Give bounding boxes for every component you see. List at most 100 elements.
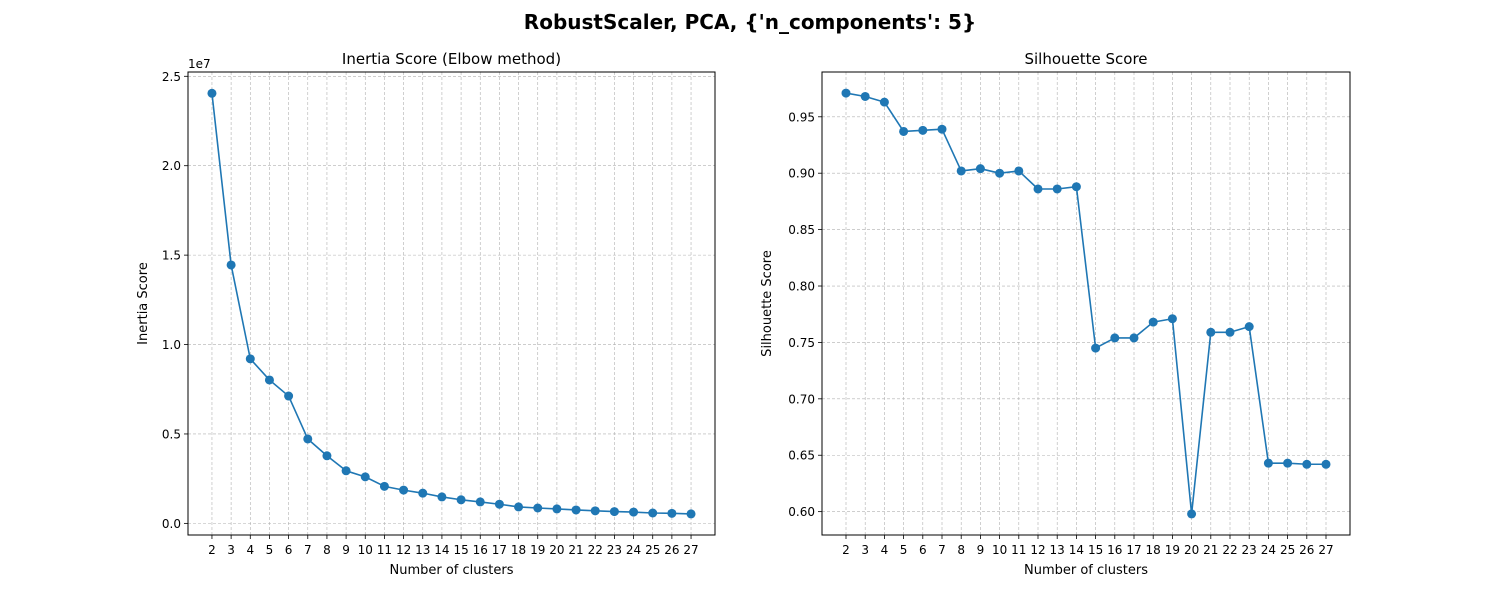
inertia-data-point <box>284 391 294 401</box>
silhouette-x-tick-label: 16 <box>1107 543 1122 557</box>
inertia-data-point <box>456 495 466 505</box>
inertia-data-point <box>475 497 485 507</box>
silhouette-x-tick-label: 8 <box>957 543 965 557</box>
inertia-x-tick-label: 25 <box>645 543 660 557</box>
inertia-y-tick-label: 2.5 <box>162 70 181 84</box>
silhouette-x-tick-label: 4 <box>881 543 889 557</box>
inertia-data-point <box>533 503 543 513</box>
silhouette-x-tick-label: 12 <box>1030 543 1045 557</box>
silhouette-x-tick-label: 11 <box>1011 543 1026 557</box>
inertia-data-point <box>648 508 658 518</box>
silhouette-data-point <box>1014 166 1024 176</box>
inertia-y-tick-label: 1.0 <box>162 338 181 352</box>
inertia-data-point <box>245 354 255 364</box>
silhouette-data-point <box>975 164 985 174</box>
figure-suptitle: RobustScaler, PCA, {'n_components': 5} <box>523 10 977 34</box>
inertia-x-tick-label: 8 <box>323 543 331 557</box>
inertia-data-point <box>590 506 600 516</box>
inertia-data-point <box>629 507 639 517</box>
inertia-data-point <box>686 509 696 519</box>
inertia-x-tick-label: 3 <box>227 543 235 557</box>
inertia-data-point <box>494 499 504 509</box>
silhouette-x-axis-label: Number of clusters <box>1024 563 1148 578</box>
silhouette-data-point <box>899 126 909 136</box>
inertia-y-tick-label: 0.0 <box>162 517 181 531</box>
silhouette-data-point <box>1091 343 1101 353</box>
inertia-x-tick-label: 13 <box>415 543 430 557</box>
silhouette-x-tick-label: 27 <box>1318 543 1333 557</box>
inertia-data-point <box>379 481 389 491</box>
silhouette-data-point <box>1321 459 1331 469</box>
silhouette-x-tick-label: 22 <box>1222 543 1237 557</box>
silhouette-data-point <box>1283 458 1293 468</box>
inertia-x-tick-label: 20 <box>549 543 564 557</box>
silhouette-x-tick-label: 9 <box>977 543 985 557</box>
silhouette-data-point <box>1263 458 1273 468</box>
inertia-x-tick-label: 15 <box>453 543 468 557</box>
inertia-x-tick-label: 23 <box>607 543 622 557</box>
silhouette-x-tick-label: 19 <box>1165 543 1180 557</box>
silhouette-data-point <box>879 97 889 107</box>
inertia-x-tick-label: 2 <box>208 543 216 557</box>
silhouette-x-tick-label: 26 <box>1299 543 1314 557</box>
inertia-data-point <box>264 375 274 385</box>
inertia-x-tick-label: 24 <box>626 543 641 557</box>
silhouette-y-tick-label: 0.85 <box>788 223 815 237</box>
inertia-x-tick-label: 9 <box>342 543 350 557</box>
silhouette-data-point <box>1302 459 1312 469</box>
inertia-x-tick-label: 18 <box>511 543 526 557</box>
silhouette-series-line <box>845 92 1326 515</box>
silhouette-data-point <box>1206 327 1216 337</box>
inertia-offset-text: 1e7 <box>188 57 211 71</box>
inertia-x-tick-label: 12 <box>396 543 411 557</box>
silhouette-y-tick-label: 0.90 <box>788 167 815 181</box>
inertia-x-tick-label: 11 <box>377 543 392 557</box>
inertia-data-point <box>418 488 428 498</box>
silhouette-x-tick-label: 17 <box>1126 543 1141 557</box>
inertia-y-axis-label: Inertia Score <box>136 262 151 345</box>
inertia-x-tick-label: 22 <box>588 543 603 557</box>
inertia-x-tick-label: 7 <box>304 543 312 557</box>
inertia-data-point <box>303 434 313 444</box>
silhouette-x-tick-label: 24 <box>1261 543 1276 557</box>
inertia-x-tick-label: 14 <box>434 543 449 557</box>
silhouette-x-tick-label: 2 <box>842 543 850 557</box>
silhouette-x-tick-label: 18 <box>1146 543 1161 557</box>
silhouette-x-tick-label: 13 <box>1050 543 1065 557</box>
silhouette-data-point <box>995 168 1005 178</box>
silhouette-x-tick-label: 23 <box>1242 543 1257 557</box>
inertia-data-point <box>360 472 370 482</box>
inertia-data-point <box>667 508 677 518</box>
silhouette-data-point <box>841 88 851 98</box>
inertia-data-point <box>341 466 351 476</box>
inertia-data-point <box>399 485 409 495</box>
inertia-y-tick-label: 2.0 <box>162 159 181 173</box>
silhouette-data-point <box>937 124 947 134</box>
silhouette-x-tick-label: 14 <box>1069 543 1084 557</box>
silhouette-x-tick-label: 25 <box>1280 543 1295 557</box>
inertia-data-point <box>207 88 217 98</box>
silhouette-plot-frame <box>821 71 1351 536</box>
silhouette-data-point <box>1187 509 1197 519</box>
silhouette-x-tick-label: 20 <box>1184 543 1199 557</box>
silhouette-data-point <box>1129 333 1139 343</box>
inertia-x-tick-label: 17 <box>492 543 507 557</box>
silhouette-chart-title: Silhouette Score <box>1024 50 1147 68</box>
silhouette-x-tick-label: 21 <box>1203 543 1218 557</box>
inertia-x-tick-label: 10 <box>358 543 373 557</box>
inertia-data-point <box>552 504 562 514</box>
silhouette-data-point <box>918 125 928 135</box>
inertia-x-tick-label: 27 <box>683 543 698 557</box>
inertia-y-tick-label: 0.5 <box>162 427 181 441</box>
inertia-y-tick-label: 1.5 <box>162 249 181 263</box>
silhouette-y-tick-label: 0.75 <box>788 336 815 350</box>
silhouette-y-tick-label: 0.70 <box>788 392 815 406</box>
silhouette-data-point <box>860 91 870 101</box>
silhouette-x-tick-label: 10 <box>992 543 1007 557</box>
silhouette-x-tick-label: 6 <box>919 543 927 557</box>
inertia-x-tick-label: 5 <box>266 543 274 557</box>
silhouette-y-tick-label: 0.80 <box>788 280 815 294</box>
inertia-x-tick-label: 21 <box>568 543 583 557</box>
